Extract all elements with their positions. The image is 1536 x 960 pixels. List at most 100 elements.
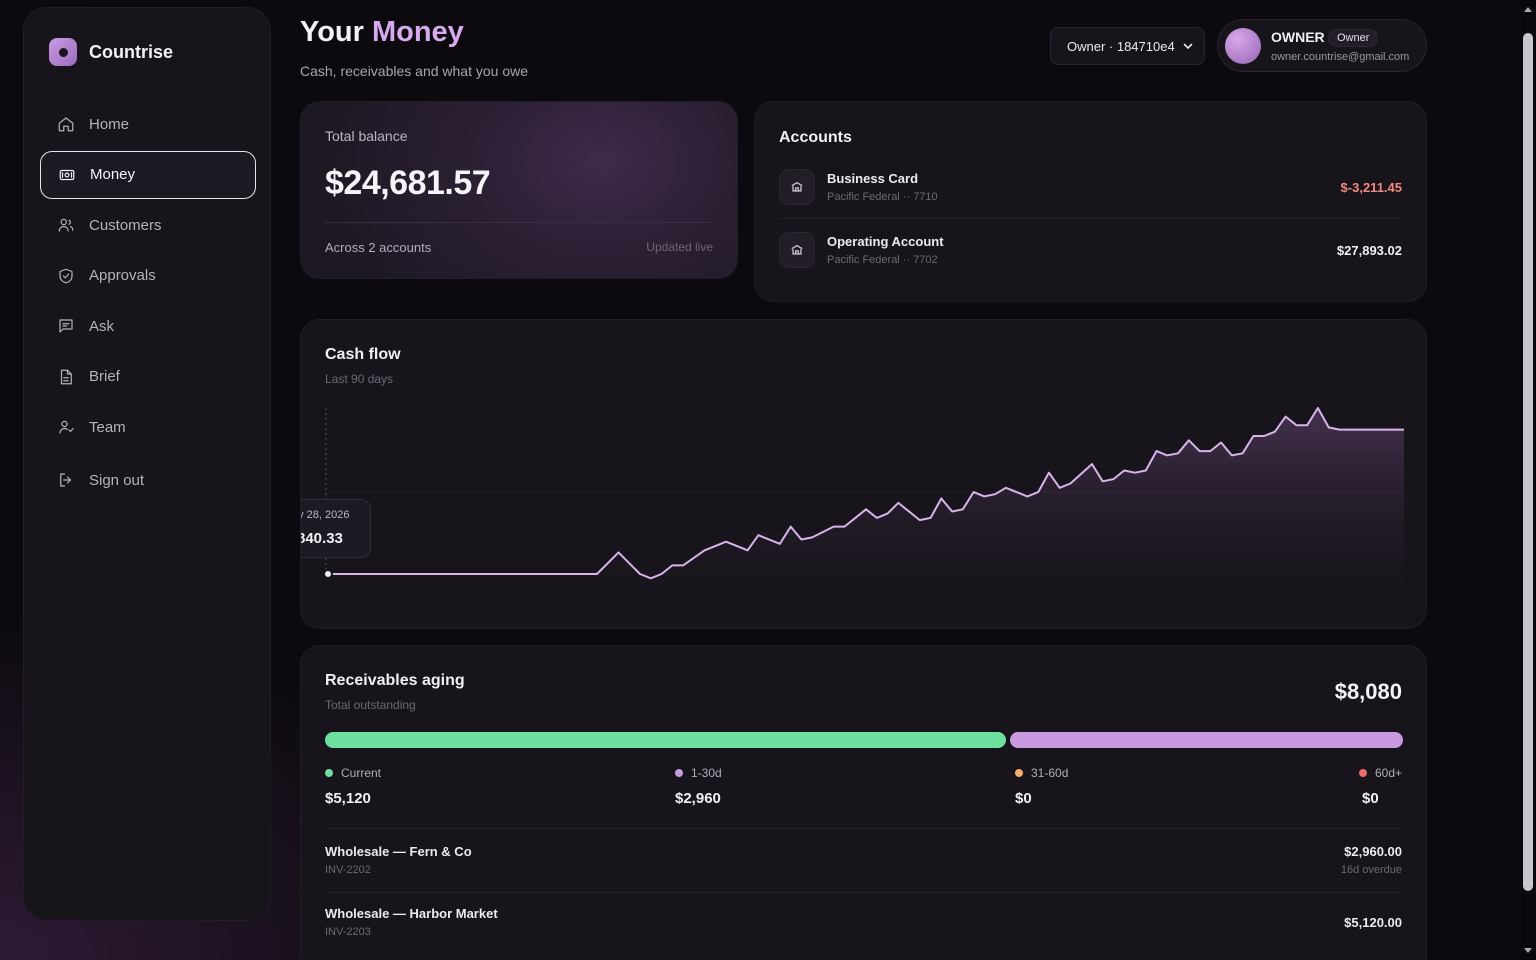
invoice-customer: Wholesale — Harbor Market: [325, 906, 498, 921]
page-title-accent: Money: [371, 16, 464, 48]
avatar: [1225, 28, 1261, 64]
money-icon: [58, 166, 76, 184]
divider: [325, 828, 1402, 829]
nav-item-approvals[interactable]: Approvals: [40, 252, 256, 300]
user-name: OWNER: [1271, 29, 1325, 45]
bucket-amount: $0: [1362, 790, 1379, 807]
receivables-aging-card: Receivables aging Total outstanding $8,0…: [300, 645, 1427, 960]
cash-flow-card: Cash flow Last 90 days ay 28, 2026 -840.…: [300, 319, 1427, 629]
nav-label-team: Team: [89, 418, 126, 436]
bank-icon: [779, 169, 815, 205]
invoice-id: INV-2202: [325, 864, 371, 876]
bucket-amount: $2,960: [675, 790, 721, 807]
sidebar: Countrise Home Money Customers Approvals…: [23, 7, 271, 921]
hover-point: [323, 569, 333, 579]
cash-flow-title: Cash flow: [325, 346, 401, 363]
aging-bucket-60-plus: 60d+ $0: [1358, 766, 1402, 807]
brand-name: Countrise: [89, 41, 174, 62]
nav-label-brief: Brief: [89, 368, 120, 385]
scrollbar-thumb[interactable]: [1523, 33, 1533, 891]
invoice-row[interactable]: Wholesale — Fern & Co INV-2202 $2,960.00…: [325, 844, 1402, 894]
account-balance: $27,893.02: [1336, 243, 1402, 258]
customers-icon: [57, 216, 75, 234]
invoice-status: 16d overdue: [1340, 864, 1402, 876]
balance-live-status: Updated live: [646, 240, 713, 254]
aging-bucket-31-60: 31-60d $0: [1015, 766, 1068, 807]
document-icon: [57, 368, 75, 386]
bucket-label: 31-60d: [1031, 766, 1069, 780]
nav-label-home: Home: [89, 115, 130, 133]
account-meta: Pacific Federal ·· 7702: [827, 254, 938, 266]
nav-item-home[interactable]: Home: [40, 100, 256, 148]
balance-label: Total balance: [325, 128, 408, 144]
invoice-row[interactable]: Wholesale — Harbor Market INV-2203 $5,12…: [325, 906, 1402, 956]
accounts-title: Accounts: [779, 129, 852, 146]
aging-bucket-1-30: 1-30d $2,960: [675, 766, 722, 807]
balance-accounts-count: Across 2 accounts: [325, 240, 432, 255]
divider: [325, 892, 1402, 893]
divider: [325, 222, 713, 223]
aging-bar-segment: [325, 732, 1006, 748]
nav-label-ask: Ask: [89, 317, 115, 335]
nav-item-signout[interactable]: Sign out: [40, 456, 256, 504]
team-icon: [57, 418, 75, 436]
account-meta: Pacific Federal ·· 7710: [827, 191, 938, 203]
page-title-prefix: Your: [300, 16, 364, 48]
main-nav: Home Money Customers Approvals Ask Brief…: [40, 100, 256, 507]
brand-logo-icon: [49, 38, 77, 66]
aging-bar-segment: [1009, 732, 1403, 748]
tooltip-value: -840.33: [301, 530, 343, 547]
account-name: Operating Account: [827, 234, 944, 249]
bucket-amount: $5,120: [325, 790, 371, 807]
cash-flow-area: [328, 408, 1404, 590]
user-email: owner.countrise@gmail.com: [1271, 51, 1410, 63]
aging-subtitle: Total outstanding: [325, 698, 416, 712]
invoice-amount: $2,960.00: [1344, 844, 1402, 859]
nav-label-money: Money: [90, 166, 136, 183]
cash-flow-line: [328, 407, 1404, 580]
brand[interactable]: Countrise: [49, 38, 173, 66]
nav-item-team[interactable]: Team: [40, 403, 256, 451]
cash-flow-chart[interactable]: [301, 320, 1427, 629]
legend-dot: [325, 769, 333, 777]
aging-bar: [325, 732, 1403, 748]
bucket-amount: $0: [1015, 790, 1032, 807]
chart-tooltip: ay 28, 2026 -840.33: [301, 499, 371, 558]
legend-dot: [1015, 769, 1023, 777]
balance-value: $24,681.57: [325, 164, 491, 202]
invoice-id: INV-2203: [325, 926, 371, 938]
org-select-value: Owner · 184710e4: [1067, 38, 1175, 54]
chat-icon: [57, 317, 75, 335]
nav-label-approvals: Approvals: [89, 267, 156, 284]
invoice-amount: $5,120.00: [1344, 915, 1402, 930]
account-balance: $-3,211.45: [1340, 180, 1402, 195]
nav-item-ask[interactable]: Ask: [40, 302, 256, 350]
account-row[interactable]: Business Card Pacific Federal ·· 7710 $-…: [779, 164, 1402, 219]
page-title: Your Money: [300, 16, 464, 49]
nav-item-customers[interactable]: Customers: [40, 201, 256, 249]
bucket-label: Current: [341, 766, 382, 780]
scroll-up-arrow-icon[interactable]: [1524, 7, 1532, 12]
nav-label-signout: Sign out: [89, 471, 145, 489]
aging-title: Receivables aging: [325, 672, 465, 689]
accounts-card: Accounts Business Card Pacific Federal ·…: [754, 101, 1427, 302]
account-name: Business Card: [827, 171, 919, 186]
legend-dot: [675, 769, 683, 777]
aging-total: $8,080: [1334, 679, 1402, 704]
user-menu[interactable]: OWNER Owner owner.countrise@gmail.com: [1217, 19, 1427, 72]
org-select[interactable]: Owner · 184710e4: [1050, 27, 1205, 65]
account-row[interactable]: Operating Account Pacific Federal ·· 770…: [779, 227, 1402, 277]
bucket-label: 1-30d: [691, 766, 722, 780]
tooltip-date: ay 28, 2026: [301, 509, 350, 521]
cash-flow-period: Last 90 days: [325, 372, 394, 386]
total-balance-card: Total balance $24,681.57 Across 2 accoun…: [300, 101, 738, 279]
bank-icon: [779, 232, 815, 268]
page-subtitle: Cash, receivables and what you owe: [300, 63, 529, 79]
role-badge: Owner: [1328, 29, 1379, 47]
home-icon: [57, 115, 75, 133]
nav-item-brief[interactable]: Brief: [40, 353, 256, 401]
aging-bucket-current: Current $5,120: [325, 766, 381, 807]
invoice-customer: Wholesale — Fern & Co: [325, 844, 472, 859]
scroll-down-arrow-icon[interactable]: [1524, 948, 1532, 953]
nav-item-money[interactable]: Money: [40, 150, 256, 199]
